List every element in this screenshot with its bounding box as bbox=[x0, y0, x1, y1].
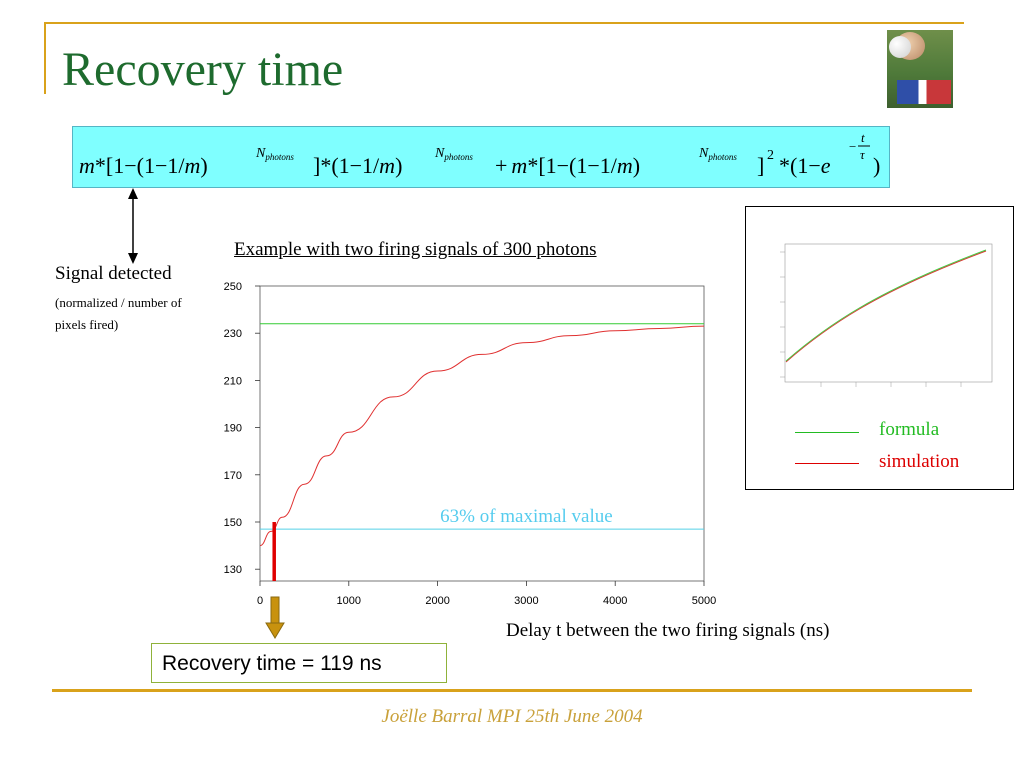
y-tick-label: 210 bbox=[224, 375, 242, 387]
svg-text:Nphotons: Nphotons bbox=[698, 146, 737, 162]
svg-text:+m*[1−(1−1/m): + m*[1−(1−1/m) bbox=[495, 153, 640, 178]
svg-text:Nphotons: Nphotons bbox=[255, 146, 294, 162]
x-tick-label: 1000 bbox=[337, 595, 361, 607]
double-arrow-head-up bbox=[128, 188, 138, 199]
x-axis-label: Delay t between the two firing signals (… bbox=[506, 620, 830, 641]
left-rule bbox=[44, 22, 46, 94]
exp-sub-3: photons bbox=[707, 152, 737, 162]
x-tick-label: 2000 bbox=[425, 595, 449, 607]
footer-text: Joëlle Barral MPI 25th June 2004 bbox=[381, 706, 643, 727]
formula-paren-2: ) bbox=[395, 153, 402, 178]
formula-m-1: m bbox=[79, 153, 95, 178]
exp-n-1: N bbox=[255, 146, 266, 161]
y-tick-label: 190 bbox=[224, 423, 242, 435]
recovery-chart: 130 150 170 190 210 230 250 0 1000 2000 3000 4000 50… bbox=[224, 281, 717, 607]
formula-paren-1: ) bbox=[200, 153, 207, 178]
y-tick-label: 130 bbox=[224, 564, 242, 576]
y-tick-label: 250 bbox=[224, 281, 242, 293]
bottom-rule bbox=[52, 689, 972, 692]
player-shirt bbox=[897, 80, 951, 104]
formula-m-4: m bbox=[511, 153, 527, 178]
y-tick-label: 170 bbox=[224, 470, 242, 482]
signal-sublabel-line1: (normalized / number of bbox=[55, 295, 182, 310]
slide-title: Recovery time bbox=[62, 43, 344, 96]
formula-bracket: ] bbox=[757, 153, 764, 178]
signal-sublabel-line2: pixels fired) bbox=[55, 317, 119, 332]
legend-simulation-line bbox=[795, 463, 859, 464]
annotation-63-percent: 63% of maximal value bbox=[440, 506, 613, 527]
formula-box: m*[1−(1−1/m) Nphotons ]*(1−1/m) Nphotons… bbox=[72, 126, 890, 188]
formula-part-4: *(1− bbox=[779, 153, 821, 178]
football-photo bbox=[887, 30, 953, 108]
formula-close: ) bbox=[873, 153, 880, 178]
formula-m-3: m bbox=[379, 153, 395, 178]
formula-m-5: m bbox=[617, 153, 633, 178]
svg-text:]*(1−1/m): ]*(1−1/m) bbox=[313, 153, 402, 178]
formula-plus: + bbox=[495, 153, 507, 178]
formula-e: e bbox=[821, 153, 831, 178]
formula-part-3: *[1−(1−1/ bbox=[527, 153, 617, 178]
inset-simulation-curve bbox=[785, 250, 987, 363]
x-tick-label: 0 bbox=[257, 595, 263, 607]
inset-mini-chart bbox=[780, 243, 993, 387]
signal-label: Signal detected bbox=[55, 263, 172, 284]
exp-n-3: N bbox=[698, 146, 709, 161]
svg-text:m*[1−(1−1/m): m*[1−(1−1/m) bbox=[79, 153, 208, 178]
legend-formula-line bbox=[795, 432, 859, 433]
exp-sub-1: photons bbox=[264, 152, 294, 162]
formula-paren-3: ) bbox=[633, 153, 640, 178]
inset-ticks bbox=[780, 251, 962, 387]
formula-square: 2 bbox=[767, 148, 774, 163]
frac-den: τ bbox=[860, 147, 866, 162]
ball-icon bbox=[889, 36, 911, 58]
inset-panel: formula simulation bbox=[745, 206, 1014, 490]
formula-part-2: ]*(1−1/ bbox=[313, 153, 380, 178]
double-arrow-head-down bbox=[128, 253, 138, 264]
formula-svg: m*[1−(1−1/m) Nphotons ]*(1−1/m) Nphotons… bbox=[79, 130, 880, 178]
svg-text:]: ] bbox=[757, 153, 764, 178]
exp-sub-2: photons bbox=[443, 152, 473, 162]
svg-text:*(1−e: *(1−e bbox=[779, 153, 831, 178]
legend-formula-label: formula bbox=[879, 419, 940, 440]
plot-frame bbox=[259, 285, 705, 582]
inset-formula-curve bbox=[785, 249, 987, 362]
formula-m-2: m bbox=[184, 153, 200, 178]
x-tick-label: 4000 bbox=[603, 595, 627, 607]
frac-minus: − bbox=[849, 139, 856, 154]
x-tick-label: 5000 bbox=[692, 595, 716, 607]
chart-title: Example with two firing signals of 300 p… bbox=[234, 239, 597, 260]
inset-plot-frame bbox=[784, 243, 993, 383]
legend-simulation-label: simulation bbox=[879, 451, 960, 472]
x-tick-label: 3000 bbox=[514, 595, 538, 607]
top-rule bbox=[44, 22, 964, 24]
svg-text:Nphotons: Nphotons bbox=[434, 146, 473, 162]
recovery-time-box: Recovery time = 119 ns bbox=[151, 643, 447, 683]
gold-arrow-head bbox=[265, 622, 285, 639]
exp-n-2: N bbox=[434, 146, 445, 161]
series-line-1 bbox=[259, 325, 705, 547]
formula-part-1: *[1−(1−1/ bbox=[95, 153, 185, 178]
frac-num: t bbox=[861, 130, 865, 145]
y-tick-label: 150 bbox=[224, 517, 242, 529]
y-tick-label: 230 bbox=[224, 328, 242, 340]
signal-sublabel: (normalized / number of pixels fired) bbox=[55, 292, 215, 336]
